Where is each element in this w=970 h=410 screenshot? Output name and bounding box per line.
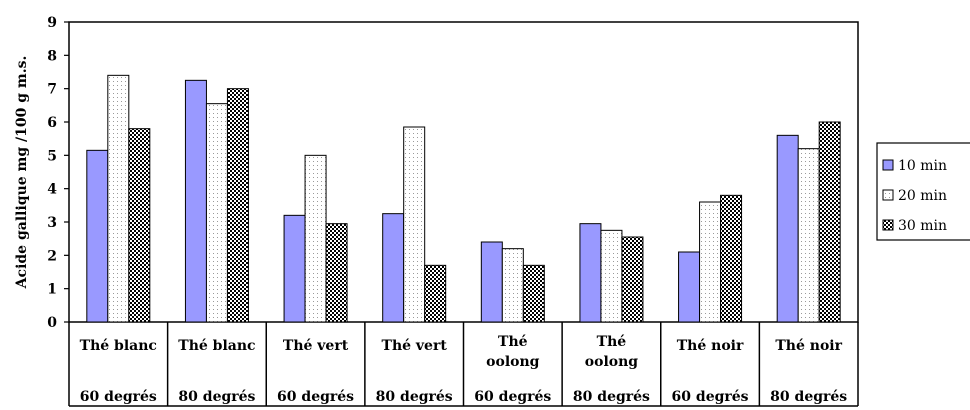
- category-label-line2: oolong: [486, 354, 540, 370]
- category-label: Thé: [498, 334, 528, 350]
- bar-10-min: [776, 134, 799, 323]
- plot-area: 0 1 2 3 4 5 6 7 8 9 Thé blanc 60 degrés Thé blanc 80 …: [47, 15, 970, 407]
- bar-30-min: [128, 128, 151, 323]
- y-tick-label: 6: [47, 115, 57, 131]
- y-tick-label: 1: [47, 282, 57, 298]
- legend-swatch: [882, 189, 894, 201]
- y-tick-label: 7: [47, 82, 57, 98]
- category-label-line2: oolong: [585, 354, 639, 370]
- bar-20-min: [797, 148, 820, 323]
- category-temperature-label: 60 degrés: [672, 389, 749, 405]
- bar-30-min: [522, 264, 545, 323]
- category-label: Thé noir: [677, 338, 744, 354]
- bar-30-min: [621, 236, 644, 323]
- bar-30-min: [325, 223, 348, 323]
- category-label: Thé blanc: [178, 338, 255, 354]
- category-label: Thé vert: [382, 338, 448, 354]
- bar-30-min: [818, 121, 841, 323]
- y-tick-label: 0: [47, 315, 57, 331]
- bar-10-min: [86, 149, 109, 323]
- category-temperature-label: 80 degrés: [573, 389, 650, 405]
- y-tick-label: 9: [47, 15, 57, 31]
- legend-label: 20 min: [898, 188, 947, 204]
- y-tick-label: 3: [47, 215, 57, 231]
- category-temperature-label: 60 degrés: [474, 389, 551, 405]
- category-temperature-label: 80 degrés: [178, 389, 255, 405]
- category-label: Thé vert: [283, 338, 349, 354]
- bar-20-min: [501, 248, 524, 323]
- category-label: Thé blanc: [80, 338, 157, 354]
- legend-swatch: [882, 219, 894, 231]
- y-tick-label: 2: [47, 248, 57, 264]
- bar-30-min: [720, 194, 743, 323]
- bar-10-min: [283, 214, 306, 323]
- bar-20-min: [699, 201, 722, 323]
- bar-20-min: [403, 126, 426, 323]
- bar-10-min: [184, 79, 207, 323]
- bar-20-min: [107, 74, 130, 323]
- y-tick-label: 4: [47, 182, 57, 198]
- y-tick-label: 8: [47, 48, 57, 64]
- bar-10-min: [382, 213, 405, 323]
- bar-20-min: [205, 103, 228, 323]
- y-axis-label: Acide gallique mg /100 g m.s.: [14, 56, 30, 290]
- bar-20-min: [304, 154, 327, 323]
- bar-30-min: [226, 88, 249, 323]
- bar-10-min: [579, 223, 602, 323]
- bar-10-min: [678, 251, 701, 323]
- category-temperature-label: 60 degrés: [277, 389, 354, 405]
- category-label: Thé noir: [775, 338, 842, 354]
- category-temperature-label: 80 degrés: [770, 389, 847, 405]
- bar-30-min: [424, 264, 447, 323]
- bar-10-min: [480, 241, 503, 323]
- category-temperature-label: 60 degrés: [80, 389, 157, 405]
- category-label: Thé: [597, 334, 627, 350]
- legend-swatch: [882, 159, 894, 171]
- legend-label: 10 min: [898, 158, 947, 174]
- bar-20-min: [600, 229, 623, 323]
- category-temperature-label: 80 degrés: [376, 389, 453, 405]
- legend-label: 30 min: [898, 218, 947, 234]
- y-tick-label: 5: [47, 148, 57, 164]
